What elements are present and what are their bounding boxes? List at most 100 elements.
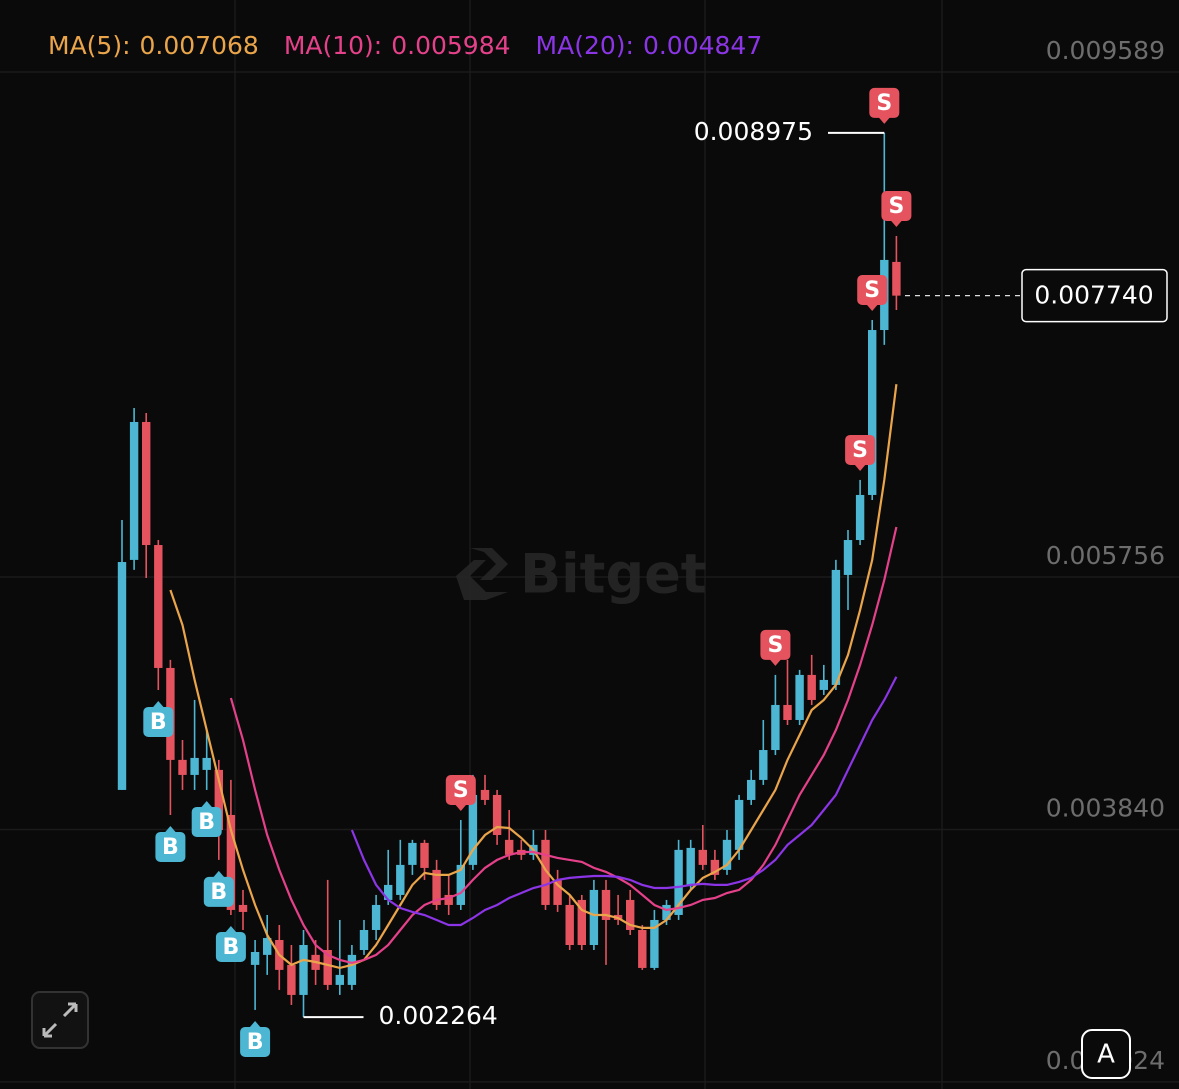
autoscale-button[interactable]: A — [1081, 1029, 1131, 1079]
signal-label: B — [210, 880, 227, 905]
candle-body — [771, 704, 780, 751]
candle-body — [650, 919, 659, 968]
legend-entry: MA(20): 0.004847 — [536, 31, 763, 60]
signal-pointer — [854, 463, 867, 471]
legend-value: 0.004847 — [643, 31, 762, 60]
candle-body — [287, 964, 296, 995]
signal-marker: B — [215, 925, 246, 962]
candle-body — [456, 864, 465, 905]
signal-marker: S — [845, 434, 876, 471]
expand-button-box[interactable] — [31, 991, 89, 1049]
signal-pointer — [212, 870, 225, 878]
signal-marker: B — [155, 825, 186, 862]
signal-label: S — [888, 194, 904, 219]
signal-marker: B — [143, 700, 174, 737]
ma-line — [169, 384, 898, 970]
signal-label: S — [767, 633, 783, 658]
candle-body — [565, 904, 574, 946]
signal-marker: S — [869, 87, 900, 124]
last-price-label: 0.007740 — [1034, 281, 1153, 310]
signal-marker: S — [881, 190, 912, 227]
signal-pointer — [890, 219, 903, 227]
signal-badge — [215, 931, 246, 962]
signal-label: B — [247, 1030, 264, 1055]
candle-body — [541, 839, 550, 905]
candle-body — [505, 839, 514, 855]
signal-label: S — [453, 778, 469, 803]
signal-label: S — [876, 91, 892, 116]
signal-label: B — [150, 710, 167, 735]
legend-name: MA(5): — [48, 31, 131, 60]
candle-body — [480, 789, 490, 800]
signal-badge — [191, 806, 222, 837]
candle-body — [492, 794, 502, 835]
candle-body — [831, 569, 841, 685]
signal-marker: S — [857, 275, 888, 312]
signal-label: B — [162, 835, 179, 860]
legend-name: MA(20): — [536, 31, 634, 60]
candle-body — [468, 794, 478, 865]
candle-body — [347, 954, 357, 985]
candle-body — [759, 750, 768, 780]
expand-icon — [42, 1002, 78, 1038]
high-label: 0.008975 — [694, 117, 813, 146]
signal-label: S — [852, 438, 868, 463]
expand-button[interactable] — [31, 991, 89, 1049]
signal-marker: S — [445, 774, 476, 811]
candle-body — [202, 757, 211, 770]
watermark: Bitget — [456, 543, 707, 606]
candle-body — [335, 974, 344, 985]
candle-body — [698, 849, 707, 865]
candle-body — [843, 540, 853, 575]
signal-badge — [445, 774, 476, 805]
low-label: 0.002264 — [379, 1001, 498, 1030]
candle-body — [710, 859, 720, 875]
signal-marker: B — [240, 1020, 271, 1057]
candle-body — [129, 421, 139, 560]
candle-body — [795, 674, 804, 720]
legend-entry: MA(10): 0.005984 — [284, 31, 511, 60]
candle-body — [371, 904, 381, 930]
signal-badge — [857, 275, 888, 306]
autoscale-label[interactable]: A — [1097, 1040, 1115, 1070]
candle-body — [855, 494, 865, 541]
signal-label: B — [223, 935, 240, 960]
signal-badge — [881, 190, 912, 221]
candle-body — [638, 929, 647, 968]
signal-marker: B — [203, 870, 234, 907]
ma-line — [350, 676, 898, 927]
candle-body — [868, 330, 877, 495]
signal-badge — [143, 706, 174, 737]
y-tick-label: 0.003840 — [1046, 793, 1165, 822]
signal-label: S — [864, 278, 880, 303]
signal-badge — [760, 629, 791, 660]
candle-body — [142, 421, 151, 546]
candle-body — [662, 904, 671, 920]
candle-body — [117, 562, 127, 790]
candle-body — [178, 759, 187, 775]
signal-label: B — [198, 810, 215, 835]
signal-pointer — [454, 803, 467, 811]
signal-badge — [845, 434, 876, 465]
signal-pointer — [224, 925, 237, 933]
signal-badge — [155, 831, 186, 862]
signal-badge — [869, 87, 900, 118]
autoscale-box[interactable] — [1081, 1029, 1131, 1079]
candle-body — [432, 869, 441, 905]
candle-body — [420, 842, 429, 868]
signal-pointer — [769, 658, 782, 666]
candle-body — [384, 884, 393, 900]
candle-body — [154, 545, 163, 668]
candle-body — [747, 779, 756, 800]
candle-body — [819, 679, 828, 690]
candle-body — [214, 769, 223, 830]
candle-body — [783, 704, 792, 720]
watermark-logo — [456, 548, 508, 600]
legend-name: MA(10): — [284, 31, 382, 60]
signal-pointer — [164, 825, 177, 833]
legend-value: 0.007068 — [140, 31, 259, 60]
candle-body — [589, 889, 599, 946]
signal-pointer — [200, 800, 213, 808]
